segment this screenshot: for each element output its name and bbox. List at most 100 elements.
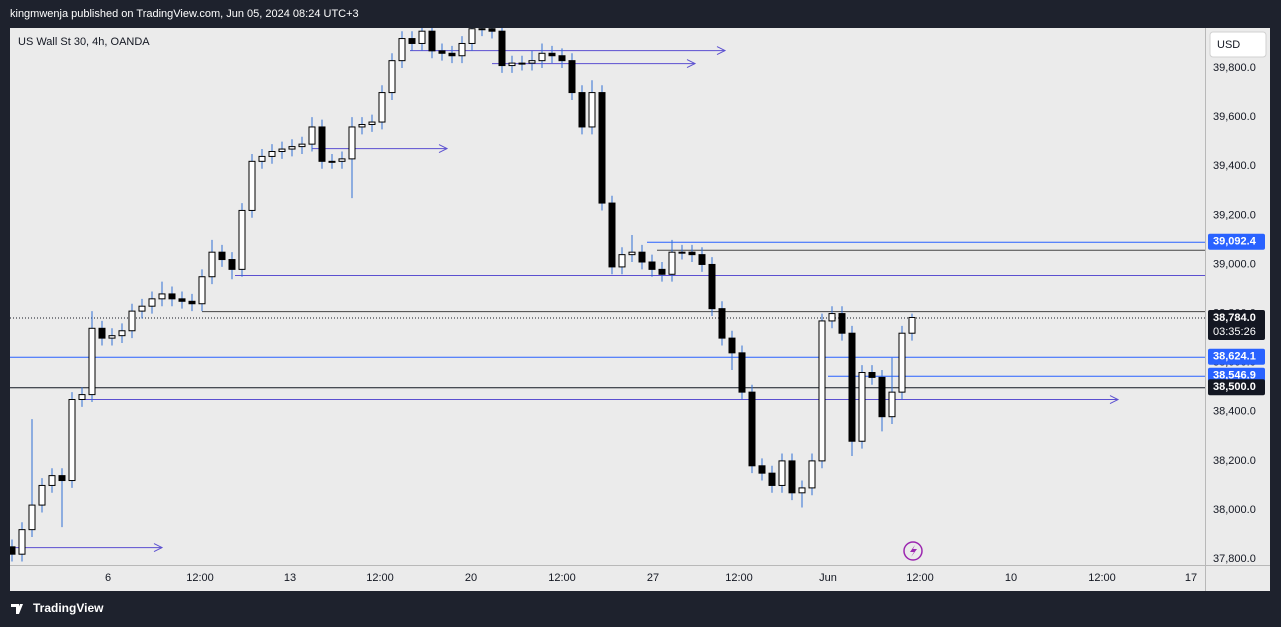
candle-body <box>708 263 716 310</box>
candle-body <box>818 320 826 462</box>
candle-body <box>508 62 516 67</box>
currency-label: USD <box>1217 39 1240 51</box>
y-tick-label: 39,000.0 <box>1213 258 1256 270</box>
candle-body <box>448 52 456 57</box>
candle-body <box>48 475 56 486</box>
event-bolt <box>910 545 917 557</box>
candle-body <box>218 251 226 261</box>
candle-body <box>248 160 256 211</box>
candle-body <box>38 484 46 506</box>
candle-body <box>118 330 126 337</box>
candle-body <box>808 460 816 489</box>
candle-body <box>798 487 806 494</box>
candle-body <box>398 38 406 62</box>
candle-body <box>378 92 386 123</box>
x-tick-label: 17 <box>1185 572 1197 584</box>
candle-body <box>368 121 376 125</box>
candle-body <box>608 202 616 268</box>
x-tick-label: 12:00 <box>725 572 753 584</box>
candle-body <box>308 126 316 145</box>
event-icon[interactable] <box>903 541 923 561</box>
y-tick-label: 39,600.0 <box>1213 111 1256 123</box>
candle-body <box>758 465 766 474</box>
candle-body <box>78 394 86 401</box>
candle-body <box>658 268 666 275</box>
candle-body <box>28 504 36 531</box>
candle-body <box>358 123 366 128</box>
y-tick-label: 38,000.0 <box>1213 504 1256 516</box>
candle-body <box>898 332 906 393</box>
publish-header: kingmwenja published on TradingView.com,… <box>10 8 359 20</box>
candle-body <box>628 251 636 256</box>
price-tag-label: 39,092.4 <box>1213 236 1257 248</box>
last-price-tag <box>1208 309 1265 340</box>
x-tick-label: 12:00 <box>548 572 576 584</box>
candle-body <box>68 399 76 482</box>
candle-body <box>228 259 236 270</box>
symbol-title: US Wall St 30, 4h, OANDA <box>18 36 150 48</box>
x-tick-label: 12:00 <box>906 572 934 584</box>
tv-logo <box>11 604 23 614</box>
candle-body <box>718 308 726 339</box>
candle-body <box>908 316 916 334</box>
candle-body <box>168 293 176 300</box>
candle-body <box>58 475 66 482</box>
candle-body <box>258 155 266 162</box>
currency-button[interactable] <box>1209 31 1267 58</box>
y-tick-label: 39,400.0 <box>1213 160 1256 172</box>
candle-body <box>418 30 426 44</box>
candle-body <box>878 376 886 418</box>
price-tag-label: 38,624.1 <box>1213 351 1256 363</box>
logo-mark <box>11 604 23 614</box>
candle-body <box>888 391 896 418</box>
candle-body <box>648 261 656 270</box>
y-tick-label: 37,800.0 <box>1213 553 1256 565</box>
candle-body <box>548 52 556 57</box>
candle-body <box>578 92 586 128</box>
candle-body <box>178 298 186 302</box>
candle-body <box>858 371 866 442</box>
candle-body <box>188 300 196 305</box>
chart-background <box>10 28 1270 591</box>
candle-body <box>828 313 836 322</box>
candle-body <box>728 337 736 354</box>
candle-body <box>128 310 136 332</box>
candle-body <box>678 251 686 254</box>
candle-body <box>868 371 876 378</box>
x-tick-label: 10 <box>1005 572 1017 584</box>
candle-body <box>488 28 496 32</box>
candle-body <box>10 546 16 555</box>
candle-body <box>98 327 106 339</box>
x-tick-label: 12:00 <box>366 572 394 584</box>
candle-body <box>698 254 706 265</box>
plot <box>10 28 1205 562</box>
countdown: 03:35:26 <box>1213 326 1256 338</box>
candle-body <box>768 472 776 486</box>
x-tick-label: 13 <box>284 572 296 584</box>
candle-body <box>468 28 476 44</box>
y-tick-label: 38,400.0 <box>1213 406 1256 418</box>
y-tick-label: 39,800.0 <box>1213 62 1256 74</box>
candle-body <box>618 254 626 268</box>
x-tick-label: 20 <box>465 572 477 584</box>
candle-body <box>778 460 786 486</box>
candle-body <box>588 92 596 128</box>
candle-body <box>348 126 356 160</box>
x-tick-label: 6 <box>105 572 111 584</box>
candle-body <box>638 251 646 263</box>
candle-body <box>478 28 486 31</box>
candle-body <box>158 293 166 300</box>
candle-body <box>458 42 466 57</box>
candle-body <box>498 30 506 67</box>
candle-body <box>288 146 296 150</box>
price-tag <box>1208 348 1265 365</box>
x-tick-label: Jun <box>819 572 837 584</box>
candle-body <box>748 391 756 467</box>
y-tick-label: 39,200.0 <box>1213 209 1256 221</box>
x-tick-label: 27 <box>647 572 659 584</box>
candle-body <box>428 30 436 52</box>
candle-body <box>278 148 286 153</box>
candle-body <box>298 143 306 148</box>
